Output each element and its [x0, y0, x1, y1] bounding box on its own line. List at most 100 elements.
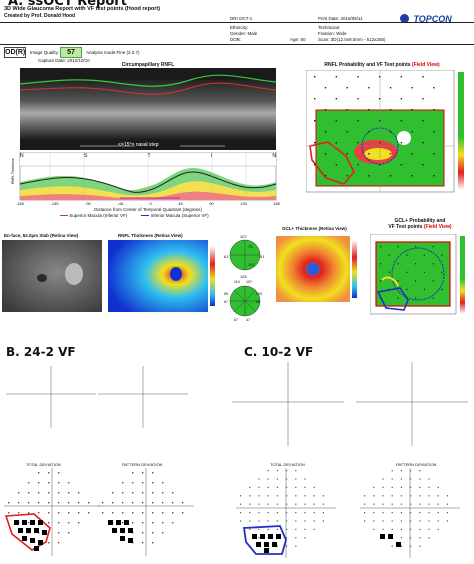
dob: DOB: [230, 37, 242, 42]
vf-point-mark [276, 528, 278, 530]
vf-point-mark [382, 495, 384, 497]
vf-point-mark [322, 495, 324, 497]
vf-point-mark [58, 512, 60, 514]
rnfl-title: Circumpapillary RNFL [121, 62, 175, 68]
vf-defect-mark [108, 520, 113, 525]
vf-defect-mark [272, 542, 277, 547]
vf-point-mark [38, 502, 40, 504]
vf-defect-mark [18, 528, 23, 533]
vf-point-mark [258, 537, 260, 539]
pd-label-b: PATTERN DEVIATION [122, 462, 163, 467]
rnfl-thickness-plot: RNFL Thickness [11, 152, 277, 201]
vf-point-mark [446, 503, 448, 505]
vf-point-mark [389, 153, 392, 155]
vf-point-mark [410, 537, 412, 539]
vf-point-mark [142, 492, 144, 494]
vf-point-mark [152, 522, 154, 524]
vf-point-mark [382, 520, 384, 522]
vf-point-mark [58, 482, 60, 484]
vf-point-mark [249, 512, 251, 514]
pie-value: 67 [224, 300, 228, 304]
gcl-thickness-map [276, 236, 357, 302]
sector-label: S [83, 153, 88, 159]
rnfl-bscan [20, 68, 276, 150]
vf-point-mark [380, 263, 382, 265]
vf-point-mark [286, 537, 288, 539]
vf-point-mark [313, 486, 315, 488]
vf-point-mark [48, 542, 50, 544]
vf-point-mark [391, 495, 393, 497]
vf-point-mark [162, 532, 164, 534]
vf-point-mark [78, 512, 80, 514]
vf-point-mark [48, 492, 50, 494]
clock-value: 75 [248, 244, 253, 249]
vf-point-mark [249, 495, 251, 497]
vf-point-mark [142, 532, 144, 534]
vf-point-mark [437, 503, 439, 505]
vf-point-mark [267, 478, 269, 480]
vf-point-mark [122, 512, 124, 514]
vf-point-mark [415, 297, 417, 299]
vf-point-mark [240, 520, 242, 522]
vf-point-mark [446, 495, 448, 497]
vf-point-mark [346, 87, 348, 89]
vf-point-mark [335, 164, 338, 166]
vf-point-mark [58, 522, 60, 524]
vf-10-2-pd-probability [360, 468, 460, 558]
x-tick: 135 [240, 201, 247, 206]
vf-point-mark [364, 503, 366, 505]
vf-point-mark [373, 512, 375, 514]
vf-point-mark [258, 512, 260, 514]
pie-value: 87 [234, 318, 238, 322]
svg-text:RNFL Thickness: RNFL Thickness [11, 158, 15, 184]
vf-point-mark [391, 520, 393, 522]
vf-point-mark [314, 120, 316, 122]
vf-point-mark [388, 271, 390, 273]
print-date: Print Date: 2016/05/11 [318, 16, 363, 21]
vf-point-mark [382, 503, 384, 505]
vf-point-mark [419, 503, 421, 505]
vf-point-mark [48, 502, 50, 504]
device-name: DRI OCT-1 [230, 16, 253, 21]
vf-point-mark [286, 478, 288, 480]
vf-point-mark [28, 492, 30, 494]
enface-image [2, 240, 102, 312]
eye-badge: OD(R) [4, 47, 26, 58]
vf-point-mark [172, 492, 174, 494]
vf-defect-mark [34, 528, 39, 533]
created-by: Created by Prof. Donald Hood [4, 13, 76, 19]
vf-point-mark [441, 254, 443, 256]
vf-point-mark [368, 153, 370, 155]
vf-point-mark [419, 470, 421, 472]
vf-point-mark [419, 486, 421, 488]
rnfl-thickness-title: RNFL Thickness (Retina View) [118, 233, 183, 238]
vf-point-mark [286, 528, 288, 530]
vf-point-mark [400, 76, 403, 78]
vf-point-mark [267, 512, 269, 514]
legend-item-inferior: Inferior Macula (Superior VF) [141, 213, 209, 218]
age: Age: 60 [290, 37, 306, 42]
vf-point-mark [18, 502, 20, 504]
vf-point-mark [112, 502, 114, 504]
vf-10-2-td-probability [236, 468, 336, 558]
vf-defect-mark [256, 542, 261, 547]
pie-value: 109 [256, 292, 262, 296]
vf-point-mark [428, 495, 430, 497]
vf-point-mark [380, 280, 382, 282]
vf-point-mark [357, 164, 359, 166]
vf-point-mark [368, 87, 370, 89]
topcon-logo: TOPCON [400, 10, 472, 24]
vf-point-mark [58, 502, 60, 504]
rnfl-thickness-map [108, 240, 215, 312]
vf-point-mark [419, 520, 421, 522]
vf-point-mark [258, 520, 260, 522]
vf-point-mark [182, 502, 184, 504]
vf-point-mark [48, 482, 50, 484]
vf-defect-mark [264, 542, 269, 547]
image-quality-value: 57 [60, 47, 82, 58]
vf-point-mark [267, 470, 269, 472]
td-label-c: TOTAL DEVIATION [270, 462, 305, 467]
vf-defect-mark [252, 534, 257, 539]
vf-point-mark [152, 542, 154, 544]
vf-defect-mark [380, 534, 385, 539]
